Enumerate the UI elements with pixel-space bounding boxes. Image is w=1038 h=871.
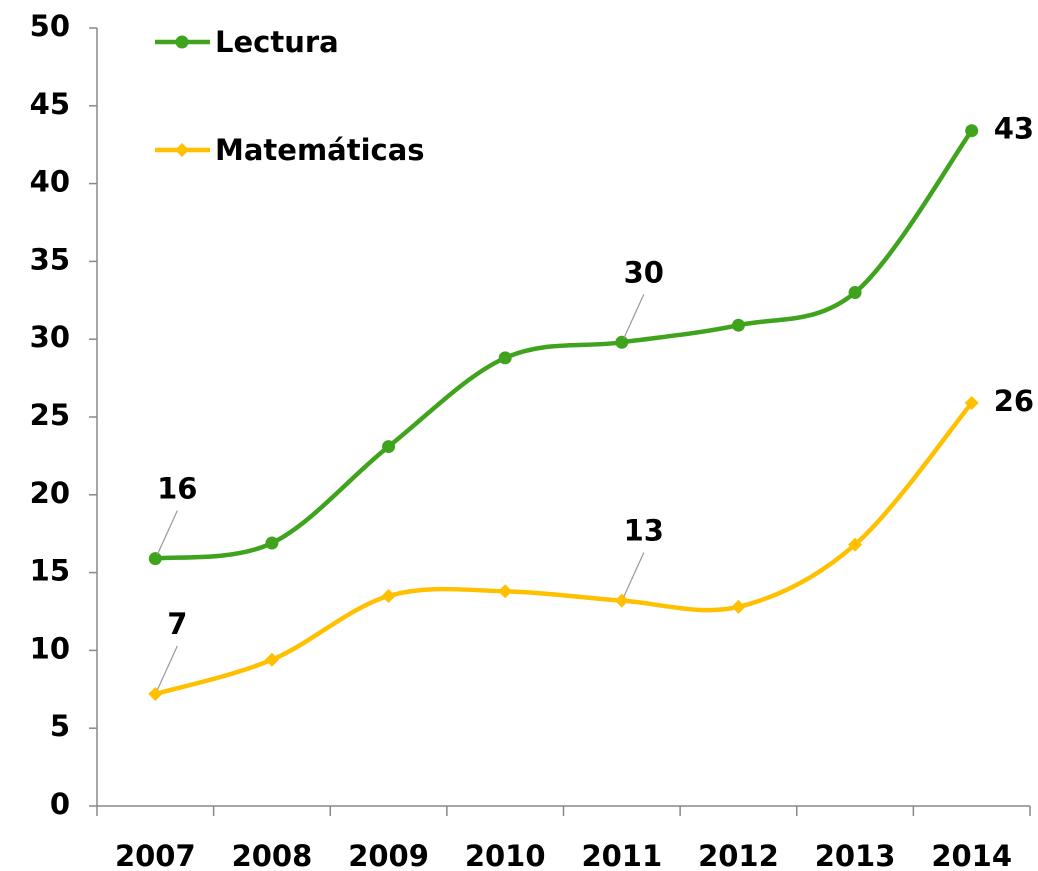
data-label: 26: [994, 384, 1034, 418]
marker: [175, 35, 189, 49]
marker: [498, 351, 512, 365]
marker: [848, 537, 863, 552]
marker: [381, 588, 396, 603]
marker: [731, 599, 746, 614]
marker: [614, 593, 629, 608]
y-tick-label: 50: [30, 9, 70, 43]
marker: [965, 124, 979, 138]
x-tick-label: 2013: [815, 839, 896, 871]
x-tick-label: 2012: [698, 839, 779, 871]
marker: [148, 552, 162, 566]
x-tick-label: 2009: [348, 839, 429, 871]
marker: [148, 686, 163, 701]
y-tick-label: 45: [30, 87, 70, 121]
marker: [498, 584, 513, 599]
y-tick-label: 10: [30, 631, 70, 665]
data-label: 30: [624, 255, 664, 289]
x-tick-label: 2007: [115, 839, 196, 871]
marker: [264, 652, 279, 667]
y-tick-label: 40: [30, 165, 70, 199]
y-tick-label: 5: [50, 709, 70, 743]
leader-line: [156, 645, 178, 691]
x-tick-label: 2008: [232, 839, 313, 871]
data-label: 13: [624, 514, 664, 548]
marker: [848, 286, 862, 300]
marker: [382, 440, 396, 454]
x-tick-label: 2014: [931, 839, 1012, 871]
y-tick-label: 25: [30, 398, 70, 432]
data-label: 43: [994, 112, 1034, 146]
marker: [265, 536, 279, 550]
data-label: 16: [157, 472, 197, 506]
marker: [731, 318, 745, 332]
legend-label: Matemáticas: [215, 133, 425, 167]
y-tick-label: 20: [30, 476, 70, 510]
legend-label: Lectura: [215, 25, 339, 59]
leader-line: [623, 294, 645, 339]
marker: [615, 335, 629, 349]
y-tick-label: 35: [30, 242, 70, 276]
leader-line: [623, 552, 645, 597]
leader-line: [156, 510, 178, 555]
x-tick-label: 2011: [581, 839, 662, 871]
x-tick-label: 2010: [465, 839, 546, 871]
line: [154, 401, 974, 697]
data-label: 7: [167, 607, 187, 641]
y-tick-label: 30: [30, 320, 70, 354]
line: [155, 129, 974, 561]
marker: [964, 395, 979, 410]
y-tick-label: 15: [30, 554, 70, 588]
y-tick-label: 0: [50, 787, 70, 821]
marker: [175, 143, 189, 157]
